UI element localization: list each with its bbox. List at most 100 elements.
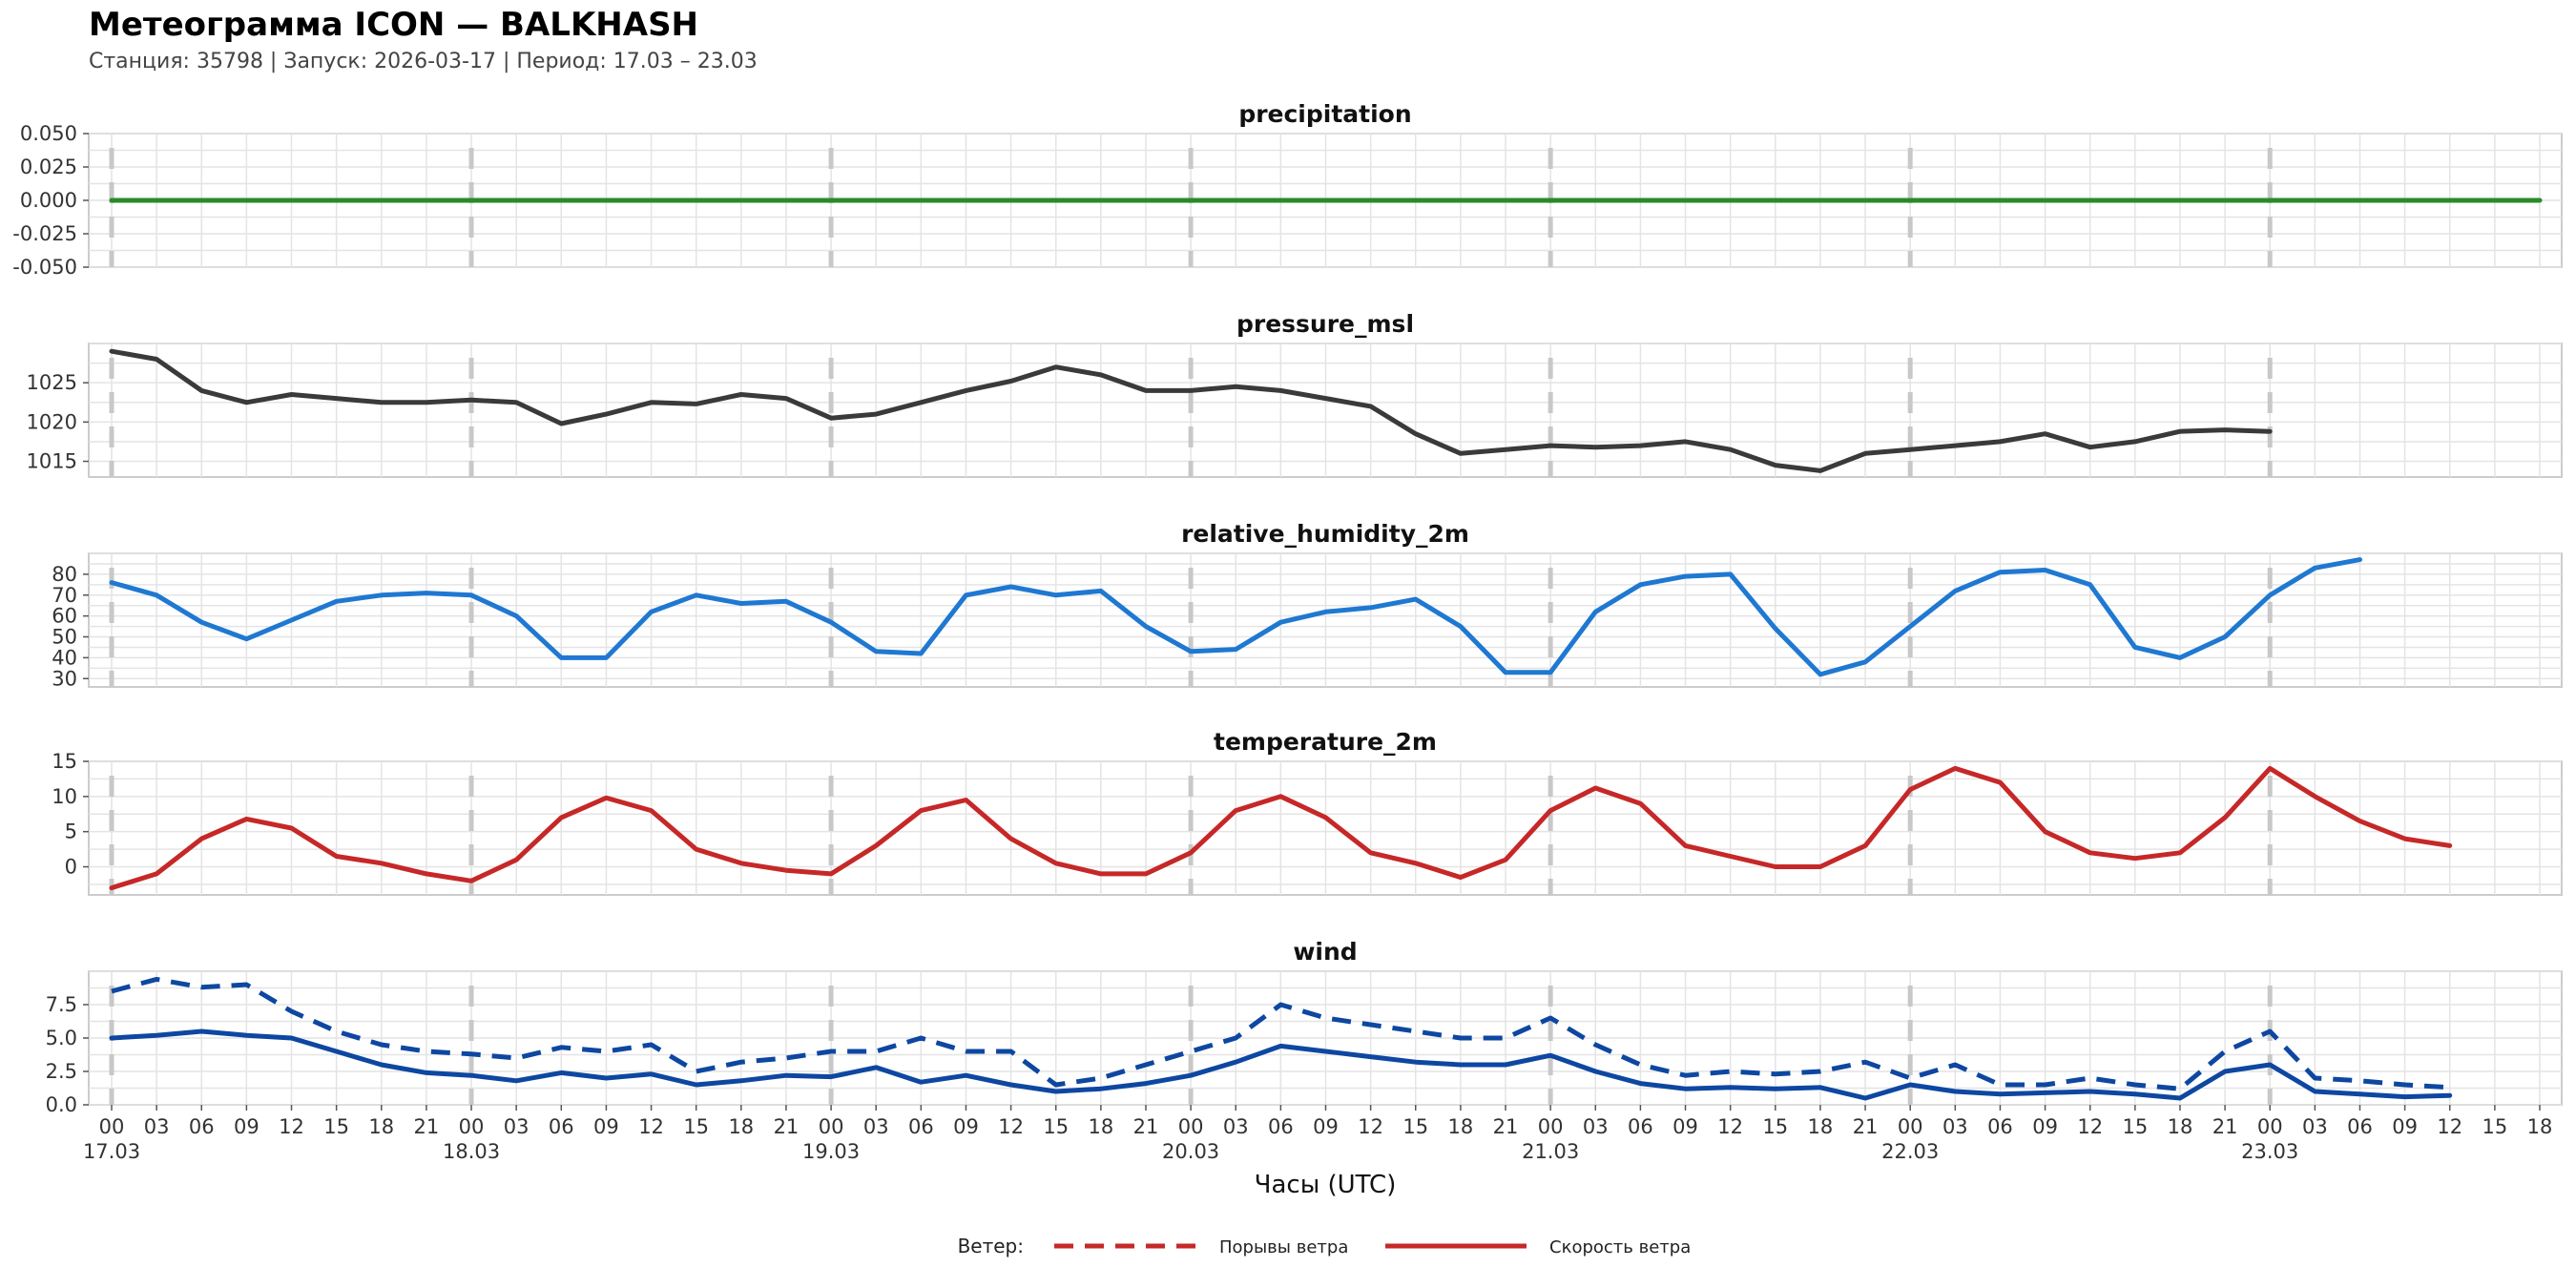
x-tick-label: 15	[2483, 1115, 2508, 1138]
x-tick-label: 06	[1987, 1115, 2013, 1138]
x-tick-label: 03	[2302, 1115, 2328, 1138]
x-tick-label: 18	[1088, 1115, 1113, 1138]
x-tick-label: 03	[144, 1115, 170, 1138]
y-tick-label: 1025	[27, 371, 77, 394]
y-tick-label: 1020	[27, 410, 77, 433]
x-tick-label: 03	[504, 1115, 530, 1138]
x-tick-label: 09	[953, 1115, 979, 1138]
x-tick-label: 00	[99, 1115, 125, 1138]
y-tick-label: 50	[52, 626, 77, 649]
x-tick-label: 15	[1762, 1115, 1788, 1138]
x-tick-label: 18	[2527, 1115, 2553, 1138]
y-tick-label: 5	[65, 821, 77, 843]
x-tick-label: 12	[2077, 1115, 2103, 1138]
y-tick-label: 2.5	[46, 1060, 77, 1083]
x-tick-label: 00	[1538, 1115, 1564, 1138]
chart-subtitle: Станция: 35798 | Запуск: 2026-03-17 | Пе…	[89, 50, 758, 73]
y-tick-label: 0	[65, 856, 77, 879]
x-tick-label: 06	[1268, 1115, 1294, 1138]
x-tick-label: 18	[368, 1115, 394, 1138]
series-line-Порывы ветра	[111, 976, 2450, 1091]
y-tick-label: 0.050	[20, 122, 77, 145]
series-line-temperature_2m	[109, 765, 2453, 891]
x-tick-label: 00	[1898, 1115, 1923, 1138]
x-tick-label: 21	[1133, 1115, 1159, 1138]
panels-layer: precipitation0.0500.0250.000-0.025-0.050…	[12, 100, 2563, 1116]
x-tick-label: 15	[1402, 1115, 1428, 1138]
x-tick-label: 06	[1628, 1115, 1653, 1138]
day-label: 22.03	[1881, 1140, 1939, 1163]
panel-title-humidity: relative_humidity_2m	[1181, 520, 1469, 548]
panel-wind: wind 7.5 5.0 2.5 0.0	[46, 938, 2563, 1116]
x-tick-label: 09	[1313, 1115, 1339, 1138]
y-tick-label: 0.0	[46, 1093, 77, 1116]
x-tick-label: 09	[593, 1115, 619, 1138]
panel-title-precipitation: precipitation	[1238, 100, 1411, 128]
day-label: 17.03	[83, 1140, 140, 1163]
legend-item-label: Порывы ветра	[1219, 1237, 1348, 1257]
x-tick-label: 15	[1043, 1115, 1069, 1138]
x-tick-label: 06	[549, 1115, 574, 1138]
y-tick-label: 60	[52, 605, 77, 628]
day-label: 21.03	[1522, 1140, 1579, 1163]
y-tick-label: 15	[52, 750, 77, 773]
x-tick-label: 12	[1358, 1115, 1383, 1138]
legend-item-label: Скорость ветра	[1549, 1237, 1691, 1257]
x-tick-label: 15	[2122, 1115, 2148, 1138]
panel-temperature: temperature_2m 15 10 5 0	[52, 728, 2563, 896]
x-tick-label: 06	[2347, 1115, 2373, 1138]
x-tick-label: 15	[323, 1115, 349, 1138]
x-tick-label: 12	[2437, 1115, 2462, 1138]
panel-title-wind: wind	[1293, 938, 1357, 966]
x-axis: 00 03 06 09 12 15 18 21 00 03 06 09 12 15 18 21 00 03 06 09…	[83, 1105, 2552, 1199]
legend: Ветер: Порывы ветра Скорость ветра	[958, 1235, 1692, 1257]
x-tick-label: 06	[908, 1115, 934, 1138]
y-tick-label: 0.025	[20, 156, 77, 178]
x-tick-label: 12	[998, 1115, 1024, 1138]
y-tick-label: 1015	[27, 450, 77, 473]
series-line-pressure_msl	[109, 348, 2273, 473]
x-tick-label: 12	[1717, 1115, 1743, 1138]
x-tick-label: 12	[638, 1115, 664, 1138]
day-label: 23.03	[2241, 1140, 2298, 1163]
x-tick-label: 09	[1672, 1115, 1698, 1138]
y-tick-label: 80	[52, 563, 77, 586]
x-tick-label: 12	[279, 1115, 304, 1138]
x-tick-label: 00	[2257, 1115, 2283, 1138]
x-tick-label: 00	[1178, 1115, 1204, 1138]
x-tick-label: 09	[2032, 1115, 2058, 1138]
x-axis-title: Часы (UTC)	[1255, 1171, 1397, 1199]
x-tick-label: 03	[1223, 1115, 1249, 1138]
y-tick-label: -0.025	[12, 222, 77, 245]
day-label: 18.03	[443, 1140, 500, 1163]
panel-pressure: pressure_msl 1025 1020 1015	[27, 310, 2563, 478]
panel-title-pressure: pressure_msl	[1236, 310, 1414, 338]
x-tick-label: 21	[2212, 1115, 2238, 1138]
series-line-Скорость ветра	[109, 1028, 2453, 1101]
x-tick-label: 00	[459, 1115, 485, 1138]
x-tick-label: 21	[1853, 1115, 1879, 1138]
x-tick-label: 21	[414, 1115, 440, 1138]
panel-title-temperature: temperature_2m	[1214, 728, 1437, 756]
x-tick-label: 06	[189, 1115, 215, 1138]
x-tick-label: 03	[1583, 1115, 1609, 1138]
panel-precipitation: precipitation 0.050 0.025 0.000 -0.025 -0.050	[12, 100, 2563, 279]
y-tick-label: 7.5	[46, 993, 77, 1016]
x-tick-label: 18	[1808, 1115, 1834, 1138]
x-tick-label: 18	[2168, 1115, 2193, 1138]
x-tick-label: 18	[728, 1115, 754, 1138]
y-tick-label: 0.000	[20, 189, 77, 212]
x-tick-label: 18	[1448, 1115, 1474, 1138]
y-tick-label: 5.0	[46, 1027, 77, 1049]
day-label: 20.03	[1162, 1140, 1219, 1163]
series-line-relative_humidity_2m	[109, 557, 2362, 677]
x-tick-label: 00	[819, 1115, 844, 1138]
x-tick-label: 09	[234, 1115, 260, 1138]
x-tick-label: 21	[774, 1115, 800, 1138]
chart-title: Метеограмма ICON — BALKHASH	[89, 6, 699, 44]
y-tick-label: 10	[52, 785, 77, 808]
x-tick-label: 03	[1942, 1115, 1968, 1138]
day-label: 19.03	[802, 1140, 860, 1163]
